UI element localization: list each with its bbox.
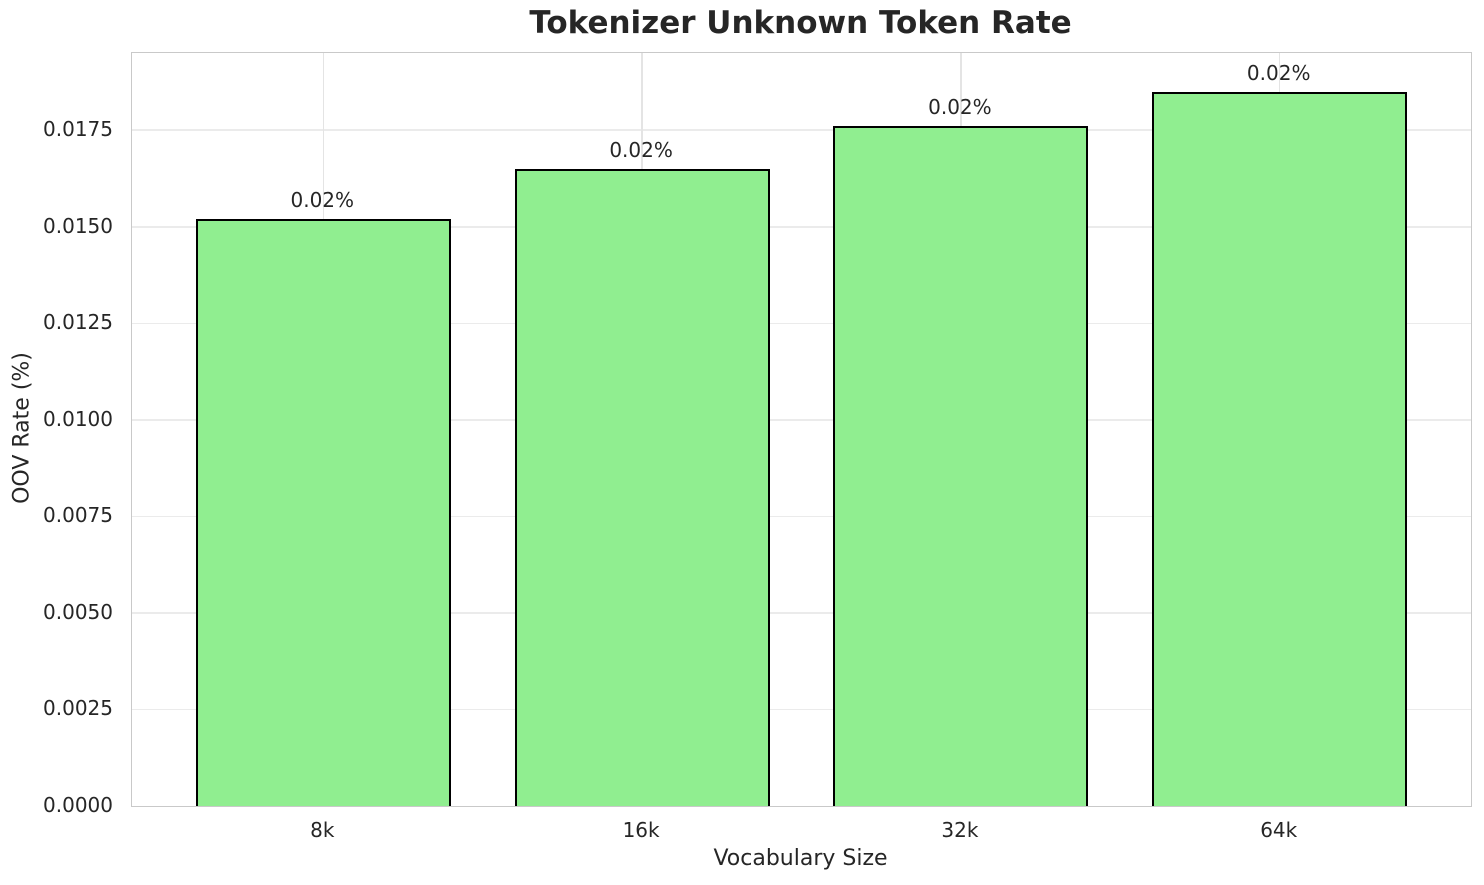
bar-value-label: 0.02% — [1246, 60, 1311, 85]
h-gridline — [132, 226, 1471, 228]
h-gridline — [132, 708, 1471, 711]
y-tick-label: 0.0100 — [43, 406, 113, 431]
h-gridline — [132, 129, 1471, 131]
x-tick-label: 32k — [941, 818, 979, 842]
h-gridline — [132, 515, 1471, 518]
h-gridline — [132, 322, 1471, 325]
h-gridline — [132, 612, 1471, 614]
bar-32k — [833, 126, 1089, 806]
plot-area — [131, 52, 1472, 807]
bar-16k — [514, 168, 770, 806]
chart-title: Tokenizer Unknown Token Rate — [529, 5, 1072, 41]
y-tick-label: 0.0075 — [43, 503, 113, 528]
bar-value-label: 0.02% — [290, 188, 355, 213]
x-tick-label: 8k — [310, 818, 335, 842]
y-tick-label: 0.0050 — [43, 599, 113, 624]
bar-value-label: 0.02% — [609, 137, 673, 162]
y-tick-label: 0.0025 — [43, 696, 113, 721]
y-tick-label: 0.0175 — [43, 117, 113, 142]
h-gridline — [132, 419, 1471, 421]
x-tick-label: 64k — [1260, 818, 1298, 842]
y-tick-label: 0.0150 — [43, 213, 113, 238]
x-tick-label: 16k — [622, 818, 660, 842]
bar-8k — [195, 219, 451, 806]
y-tick-label: 0.0000 — [43, 793, 113, 817]
bar-64k — [1152, 91, 1408, 806]
y-tick-label: 0.0125 — [43, 310, 113, 335]
x-axis-title: Vocabulary Size — [713, 846, 888, 871]
bar-value-label: 0.02% — [928, 95, 992, 120]
